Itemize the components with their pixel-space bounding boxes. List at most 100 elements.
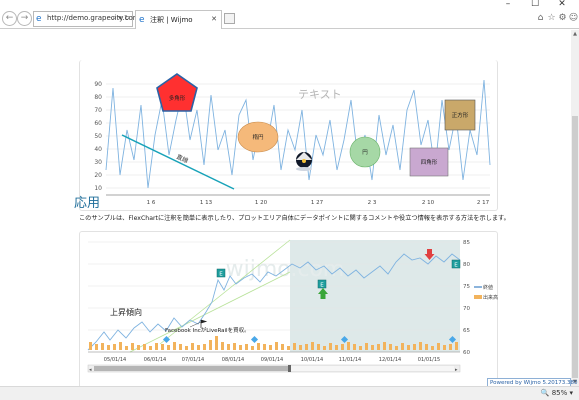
address-bar[interactable]: e http://demo.grapecity.com/- ⌕ ▾ ↻: [33, 11, 145, 27]
y-tick-label: 85: [463, 240, 470, 246]
new-tab-button[interactable]: [224, 13, 235, 24]
legend-swatch-volume: [474, 295, 482, 299]
y-tick-label: 65: [463, 328, 470, 334]
range-selector-unselected: [94, 366, 290, 371]
section-title: 応用: [74, 196, 101, 211]
square-annotation: [444, 99, 476, 131]
smiley-feedback-icon[interactable]: ☺: [568, 13, 579, 23]
page-content: 10 20 30 40 50 60 70 80 90 直線 多角形 楕円: [0, 30, 571, 386]
circle-annotation: [349, 136, 381, 168]
line-annotation-label: 直線: [175, 153, 189, 165]
event-diamond-markers: [162, 335, 457, 344]
title-bar: – ☐ ✕: [0, 0, 579, 9]
zoom-level[interactable]: 🔍 85% ▾: [540, 389, 573, 397]
y-tick-label: 10: [94, 185, 102, 192]
y-tick-label: 50: [94, 133, 102, 140]
down-arrow-icon: [424, 249, 435, 260]
rectangle-annotation-label: 四角形: [421, 158, 438, 166]
scroll-down-icon[interactable]: ▼: [573, 379, 577, 385]
back-button[interactable]: ←: [2, 11, 17, 26]
trend-label: 上昇傾向: [110, 307, 142, 317]
maximize-button[interactable]: ☐: [530, 0, 540, 9]
rectangle-annotation: [409, 147, 449, 177]
minimize-button[interactable]: –: [505, 0, 511, 9]
forward-button[interactable]: →: [17, 11, 32, 26]
legend-swatch-close: [474, 286, 482, 288]
legend-label: 終値: [483, 284, 493, 291]
y-tick-label: 20: [94, 172, 102, 179]
flag-icon: [200, 319, 208, 328]
annotation-chart-panel: 10 20 30 40 50 60 70 80 90 直線 多角形 楕円: [79, 60, 498, 211]
range-scroll-right-icon[interactable]: ▸: [455, 367, 458, 373]
svg-text:E: E: [454, 263, 458, 269]
range-handle[interactable]: [288, 365, 291, 372]
y-axis-labels: 10 20 30 40 50 60 70 80 90: [94, 81, 102, 192]
close-window-button[interactable]: ✕: [558, 0, 566, 9]
line-annotation: [121, 134, 235, 190]
address-tools[interactable]: ⌕ ▾ ↻: [112, 14, 130, 22]
range-scroll-left-icon[interactable]: ◂: [89, 367, 92, 373]
circle-annotation-label: 円: [362, 149, 368, 156]
x-tick-label: 09/01/14: [261, 357, 283, 363]
range-selector[interactable]: ◂ ▸: [87, 364, 461, 373]
wijmo-logo-image-annotation: [296, 152, 312, 171]
y-tick-label: 60: [94, 120, 102, 127]
x-tick-label: 06/01/14: [144, 357, 166, 363]
x-tick-label: 10/01/14: [301, 357, 323, 363]
x-tick-label: 1 6: [147, 200, 156, 206]
ellipse-annotation: [237, 121, 279, 153]
x-tick-label: 1 20: [255, 200, 268, 206]
range-selector-selected: [290, 366, 454, 371]
earnings-marker: E: [317, 279, 327, 289]
x-axis-labels: 1 6 1 13 1 20 1 27 2 3 2 10 2 17: [147, 200, 490, 206]
x-tick-label: 1 13: [200, 200, 213, 206]
y-tick-label: 30: [94, 159, 102, 166]
text-annotation: テキスト: [298, 88, 342, 101]
page-scrollbar[interactable]: ▲ ▼: [571, 30, 579, 386]
x-tick-label: 05/01/14: [104, 357, 126, 363]
tab-wijmo[interactable]: e 注釈 | Wijmo ✕: [135, 10, 222, 29]
favorites-star-icon[interactable]: ☆: [547, 13, 556, 23]
random-data-series: [105, 79, 491, 189]
y-tick-label: 70: [94, 107, 102, 114]
y-tick-label: 90: [94, 81, 102, 88]
x-tick-label: 2 17: [477, 200, 490, 206]
polygon-annotation: [156, 73, 198, 112]
x-tick-label: 01/01/15: [418, 357, 440, 363]
status-bar: 🔍 85% ▾: [0, 386, 579, 400]
section-description: このサンプルは、FlexChartに注釈を簡単に表示したり、プロットエリア自体に…: [79, 215, 510, 222]
settings-gear-icon[interactable]: ⚙: [558, 13, 567, 23]
scrollbar-thumb[interactable]: [572, 116, 578, 378]
scroll-up-icon[interactable]: ▲: [573, 31, 577, 37]
x-tick-label: 12/01/14: [379, 357, 401, 363]
up-arrow-icon: [318, 288, 328, 299]
callout-text: Facebook IncがLiveRailを買収。: [165, 326, 250, 334]
browser-toolbar: ← → e http://demo.grapecity.com/- ⌕ ▾ ↻ …: [0, 9, 579, 29]
annotation-chart: 10 20 30 40 50 60 70 80 90 直線 多角形 楕円: [94, 73, 491, 206]
square-annotation-label: 正方形: [452, 111, 469, 119]
earnings-marker: E: [451, 259, 461, 269]
x-tick-label: 08/01/14: [222, 357, 244, 363]
y-tick-label: 70: [463, 306, 470, 312]
y-tick-label: 40: [94, 146, 102, 153]
home-icon[interactable]: ⌂: [537, 13, 544, 23]
x-tick-label: 1 27: [311, 200, 324, 206]
ie-logo-icon: e: [36, 14, 42, 24]
tab-ie-icon: e: [139, 15, 145, 25]
y-tick-label: 60: [463, 350, 470, 356]
y-tick-label: 75: [463, 284, 470, 290]
tab-close-icon[interactable]: ✕: [211, 15, 217, 23]
svg-text:E: E: [320, 283, 324, 289]
range-highlight-band: [290, 240, 460, 352]
svg-text:E: E: [219, 272, 223, 278]
x-tick-label: 2 10: [422, 200, 435, 206]
y-tick-label: 80: [94, 94, 102, 101]
y-tick-label: 80: [463, 262, 470, 268]
trend-line-lower: [129, 271, 291, 353]
close-price-series: [87, 253, 461, 351]
stock-chart-panel: wijmo.com: [79, 231, 498, 386]
volume-bars: [89, 336, 458, 350]
x-tick-label: 07/01/14: [182, 357, 204, 363]
stock-x-axis-labels: 05/01/14 06/01/14 07/01/14 08/01/14 09/0…: [104, 357, 440, 363]
